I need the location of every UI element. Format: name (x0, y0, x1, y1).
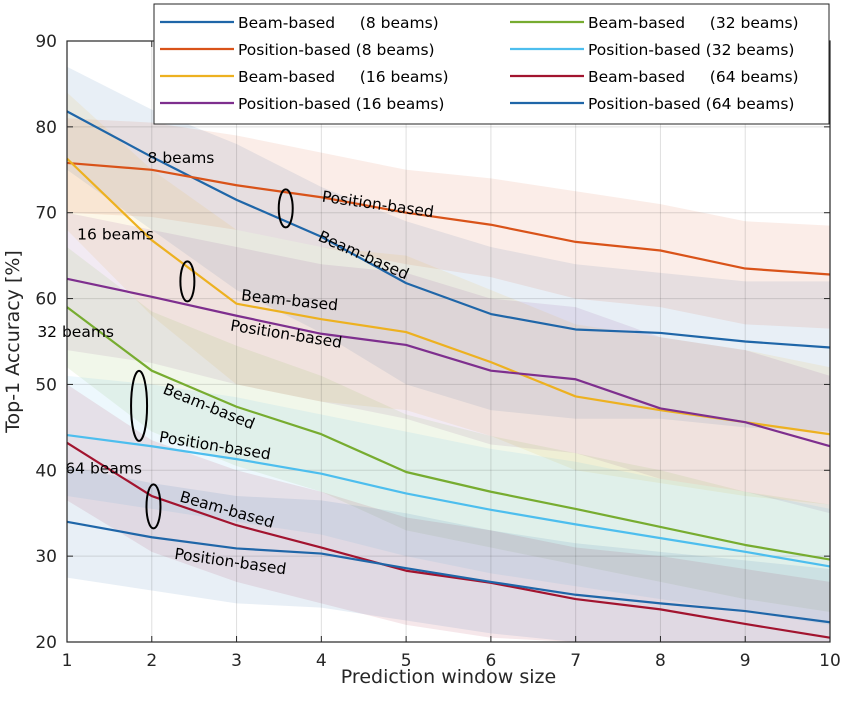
legend-box (153, 3, 830, 125)
x-tick-label: 10 (819, 651, 841, 671)
x-tick-label: 8 (655, 651, 666, 671)
group-ellipse (145, 483, 162, 530)
x-tick-label: 2 (146, 651, 157, 671)
grid-lines (67, 41, 830, 642)
x-tick-label: 1 (62, 651, 73, 671)
y-tick-label: 80 (35, 118, 57, 138)
x-tick-label: 9 (740, 651, 751, 671)
x-axis-ticks: 1 2 3 4 5 6 7 8 9 10 (62, 41, 841, 671)
x-tick-label: 5 (401, 651, 412, 671)
annotation-label: 16 beams (77, 225, 154, 243)
legend-entry: Position-based (16 beams) (238, 95, 444, 113)
band-series-6 (67, 375, 830, 625)
legend-entry: Beam-based (32 beams) (588, 14, 799, 32)
series-line-7 (66, 441, 831, 639)
x-tick-label: 7 (570, 651, 581, 671)
annotation-label: 8 beams (148, 149, 215, 167)
legend-entry: Beam-based (64 beams) (588, 68, 799, 86)
legend-entry: Position-based (64 beams) (588, 95, 794, 113)
y-tick-label: 20 (35, 633, 57, 653)
y-tick-label: 60 (35, 290, 57, 310)
band-series-8 (67, 465, 830, 642)
annotation-label: 64 beams (65, 460, 142, 478)
y-tick-label: 90 (35, 32, 57, 52)
y-tick-label: 50 (35, 375, 57, 395)
series-lines (66, 110, 831, 639)
y-tick-label: 30 (35, 547, 57, 567)
band-series-1 (67, 66, 830, 432)
legend-entry: Beam-based (16 beams) (238, 68, 449, 86)
x-tick-label: 3 (231, 651, 242, 671)
series-line-8 (66, 520, 831, 624)
series-line-4 (66, 277, 831, 448)
band-series-7 (67, 384, 830, 642)
legend: Beam-based (8 beams) Beam-based (32 beams… (153, 3, 830, 125)
x-tick-label: 6 (485, 651, 496, 671)
series-line-5 (66, 306, 831, 561)
series-line-2 (66, 161, 831, 276)
y-tick-label: 40 (35, 461, 57, 481)
y-axis-label: Top-1 Accuracy [%] (2, 250, 24, 434)
band-series-4 (67, 212, 830, 514)
legend-entry: Beam-based (8 beams) (238, 14, 439, 32)
series-line-6 (66, 433, 831, 568)
legend-entry: Position-based (32 beams) (588, 41, 794, 59)
y-tick-label: 70 (35, 204, 57, 224)
band-series-2 (67, 118, 830, 329)
group-ellipse (130, 369, 149, 442)
x-axis-label: Prediction window size (341, 666, 556, 688)
annotation-label: 32 beams (37, 323, 114, 341)
x-tick-label: 4 (316, 651, 327, 671)
y-axis-ticks: 20 30 40 50 60 70 80 90 (35, 32, 830, 653)
group-ellipse (277, 188, 294, 229)
legend-entry: Position-based (8 beams) (238, 41, 435, 59)
band-series-5 (67, 247, 830, 612)
group-ellipse (179, 260, 196, 303)
